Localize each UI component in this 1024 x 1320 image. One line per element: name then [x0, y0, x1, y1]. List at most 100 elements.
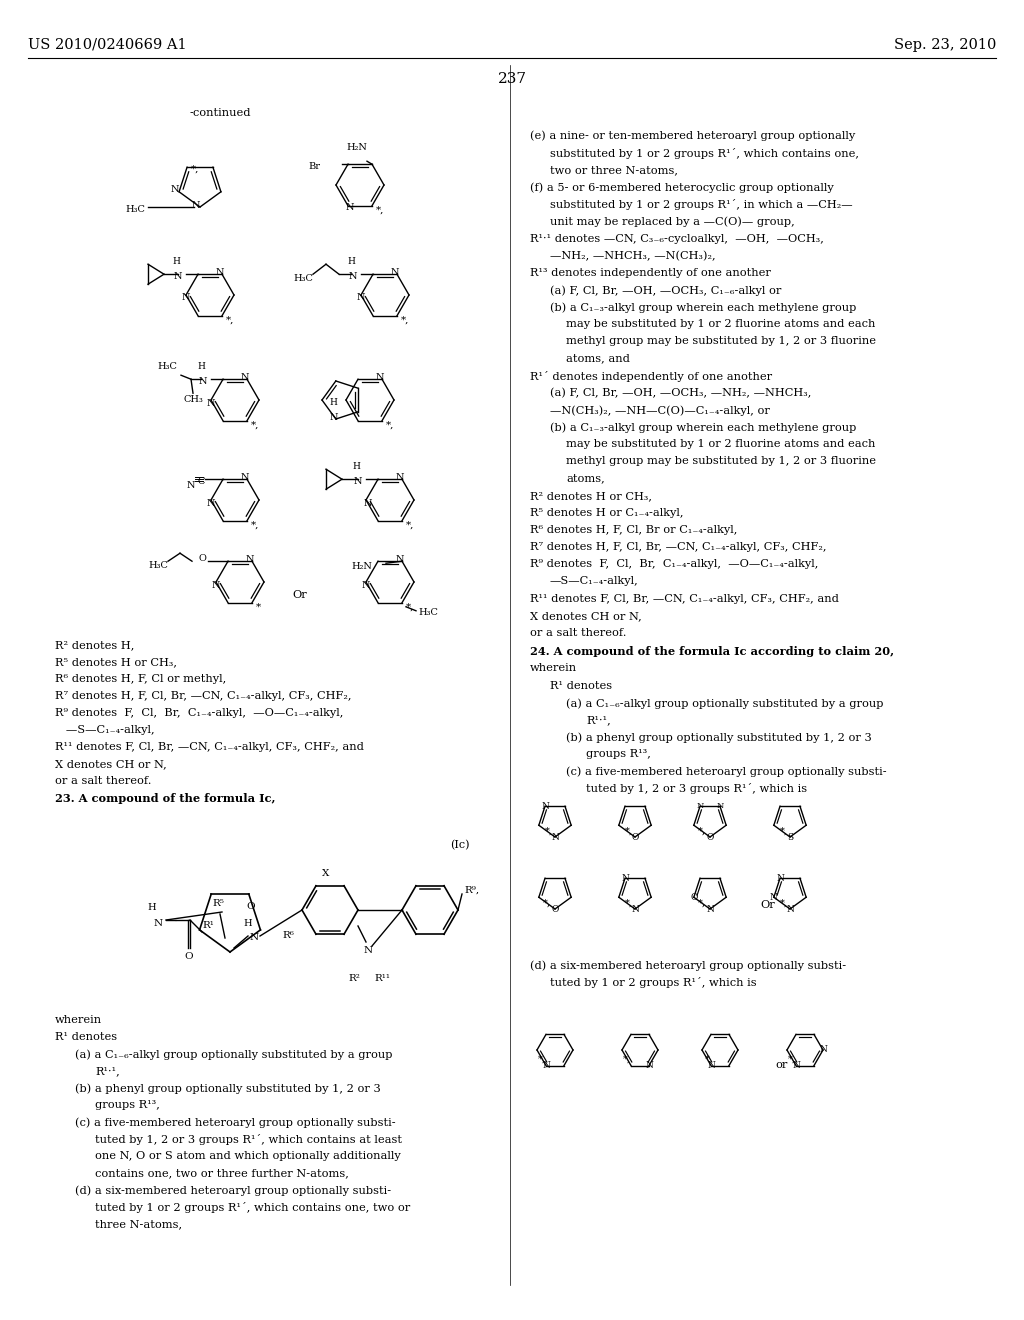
Text: O: O: [632, 833, 639, 842]
Text: *,: *,: [251, 420, 259, 429]
Text: or a salt thereof.: or a salt thereof.: [55, 776, 152, 785]
Text: N: N: [542, 1061, 550, 1071]
Text: N: N: [207, 499, 215, 507]
Text: N: N: [717, 803, 724, 810]
Text: O: O: [707, 833, 714, 842]
Text: N: N: [645, 1061, 653, 1071]
Text: *,: *,: [406, 602, 415, 611]
Text: H: H: [330, 399, 338, 407]
Text: may be substituted by 1 or 2 fluorine atoms and each: may be substituted by 1 or 2 fluorine at…: [566, 440, 876, 449]
Text: O: O: [551, 904, 559, 913]
Text: (c) a five-membered heteroaryl group optionally substi-: (c) a five-membered heteroaryl group opt…: [566, 766, 887, 776]
Text: N: N: [819, 1045, 827, 1055]
Text: (e) a nine- or ten-membered heteroaryl group optionally: (e) a nine- or ten-membered heteroaryl g…: [530, 129, 855, 140]
Text: *,: *,: [545, 826, 553, 836]
Text: *,: *,: [406, 520, 415, 529]
Text: groups R¹³,: groups R¹³,: [586, 748, 651, 759]
Text: tuted by 1 or 2 groups R¹´, which is: tuted by 1 or 2 groups R¹´, which is: [550, 977, 757, 987]
Text: R²: R²: [348, 974, 360, 983]
Text: H: H: [147, 903, 157, 912]
Text: N: N: [199, 376, 207, 385]
Text: N: N: [551, 833, 559, 842]
Text: O: O: [184, 952, 194, 961]
Text: —NH₂, —NHCH₃, —N(CH₃)₂,: —NH₂, —NHCH₃, —N(CH₃)₂,: [550, 251, 716, 261]
Text: *,: *,: [698, 898, 706, 907]
Text: N: N: [361, 581, 371, 590]
Text: N: N: [391, 268, 399, 277]
Text: *,: *,: [788, 1055, 796, 1064]
Text: H: H: [244, 919, 252, 928]
Text: H₃C: H₃C: [125, 206, 145, 214]
Text: *,: *,: [376, 206, 384, 214]
Text: *,: *,: [780, 826, 788, 836]
Text: R⁹ denotes  F,  Cl,  Br,  C₁₋₄-alkyl,  —O—C₁₋₄-alkyl,: R⁹ denotes F, Cl, Br, C₁₋₄-alkyl, —O—C₁₋…: [55, 708, 343, 718]
Text: N: N: [792, 1061, 800, 1071]
Text: N: N: [786, 904, 794, 913]
Text: may be substituted by 1 or 2 fluorine atoms and each: may be substituted by 1 or 2 fluorine at…: [566, 319, 876, 329]
Text: N: N: [770, 892, 778, 902]
Text: N: N: [364, 499, 373, 507]
Text: R⁵: R⁵: [212, 899, 224, 908]
Text: N: N: [696, 803, 703, 810]
Text: substituted by 1 or 2 groups R¹´, which contains one,: substituted by 1 or 2 groups R¹´, which …: [550, 148, 859, 158]
Text: H₃C: H₃C: [293, 273, 313, 282]
Text: R¹·¹,: R¹·¹,: [95, 1067, 120, 1076]
Text: *,: *,: [538, 1055, 546, 1064]
Text: N: N: [353, 477, 362, 486]
Text: (a) a C₁₋₆-alkyl group optionally substituted by a group: (a) a C₁₋₆-alkyl group optionally substi…: [566, 698, 884, 709]
Text: N: N: [707, 904, 714, 913]
Text: atoms,: atoms,: [566, 473, 605, 483]
Text: R⁶ denotes H, F, Cl or methyl,: R⁶ denotes H, F, Cl or methyl,: [55, 675, 226, 684]
Text: N: N: [246, 554, 254, 564]
Text: Or: Or: [761, 900, 775, 909]
Text: *: *: [256, 602, 261, 611]
Text: tuted by 1, 2 or 3 groups R¹´, which is: tuted by 1, 2 or 3 groups R¹´, which is: [586, 783, 807, 795]
Text: (c) a five-membered heteroaryl group optionally substi-: (c) a five-membered heteroaryl group opt…: [75, 1117, 395, 1127]
Text: three N-atoms,: three N-atoms,: [95, 1218, 182, 1229]
Text: N: N: [191, 201, 201, 210]
Text: N: N: [250, 933, 259, 942]
Text: (b) a phenyl group optionally substituted by 1, 2 or 3: (b) a phenyl group optionally substitute…: [566, 733, 871, 743]
Text: H: H: [352, 462, 360, 471]
Text: N: N: [346, 203, 354, 213]
Text: N: N: [349, 272, 357, 281]
Text: *,: *,: [226, 315, 234, 325]
Text: R¹¹ denotes F, Cl, Br, —CN, C₁₋₄-alkyl, CF₃, CHF₂, and: R¹¹ denotes F, Cl, Br, —CN, C₁₋₄-alkyl, …: [530, 594, 839, 605]
Text: *,: *,: [251, 520, 259, 529]
Text: N: N: [241, 473, 249, 482]
Text: Br: Br: [308, 162, 319, 170]
Text: H₂N: H₂N: [351, 562, 372, 570]
Text: tuted by 1 or 2 groups R¹´, which contains one, two or: tuted by 1 or 2 groups R¹´, which contai…: [95, 1203, 411, 1213]
Text: R² denotes H,: R² denotes H,: [55, 640, 134, 649]
Text: *,: *,: [191, 165, 200, 174]
Text: N: N: [631, 904, 639, 913]
Text: (b) a phenyl group optionally substituted by 1, 2 or 3: (b) a phenyl group optionally substitute…: [75, 1082, 381, 1093]
Text: *,: *,: [623, 1055, 631, 1064]
Text: X: X: [323, 870, 330, 879]
Text: CH₃: CH₃: [183, 395, 203, 404]
Text: 237: 237: [498, 73, 526, 86]
Text: *,: *,: [698, 826, 706, 836]
Text: Or: Or: [293, 590, 307, 601]
Text: N: N: [364, 946, 373, 954]
Text: H₂N: H₂N: [346, 143, 367, 152]
Text: N: N: [622, 874, 629, 883]
Text: —N(CH₃)₂, —NH—C(O)—C₁₋₄-alkyl, or: —N(CH₃)₂, —NH—C(O)—C₁₋₄-alkyl, or: [550, 405, 770, 416]
Text: *,: *,: [625, 898, 633, 907]
Text: C: C: [198, 477, 205, 486]
Text: O: O: [198, 553, 206, 562]
Text: substituted by 1 or 2 groups R¹´, in which a —CH₂—: substituted by 1 or 2 groups R¹´, in whi…: [550, 199, 853, 210]
Text: (d) a six-membered heteroaryl group optionally substi-: (d) a six-membered heteroaryl group opti…: [530, 960, 846, 970]
Text: —S—C₁₋₄-alkyl,: —S—C₁₋₄-alkyl,: [55, 725, 155, 735]
Text: (f) a 5- or 6-membered heterocyclic group optionally: (f) a 5- or 6-membered heterocyclic grou…: [530, 182, 834, 193]
Text: H₃C: H₃C: [157, 362, 177, 371]
Text: R⁶ denotes H, F, Cl, Br or C₁₋₄-alkyl,: R⁶ denotes H, F, Cl, Br or C₁₋₄-alkyl,: [530, 525, 737, 535]
Text: R¹³ denotes independently of one another: R¹³ denotes independently of one another: [530, 268, 771, 279]
Text: contains one, two or three further N-atoms,: contains one, two or three further N-ato…: [95, 1168, 349, 1177]
Text: R² denotes H or CH₃,: R² denotes H or CH₃,: [530, 491, 652, 502]
Text: N: N: [330, 413, 338, 421]
Text: R⁵ denotes H or C₁₋₄-alkyl,: R⁵ denotes H or C₁₋₄-alkyl,: [530, 508, 683, 517]
Text: N: N: [212, 581, 220, 590]
Text: (a) a C₁₋₆-alkyl group optionally substituted by a group: (a) a C₁₋₆-alkyl group optionally substi…: [75, 1049, 392, 1060]
Text: R¹´ denotes independently of one another: R¹´ denotes independently of one another: [530, 371, 772, 381]
